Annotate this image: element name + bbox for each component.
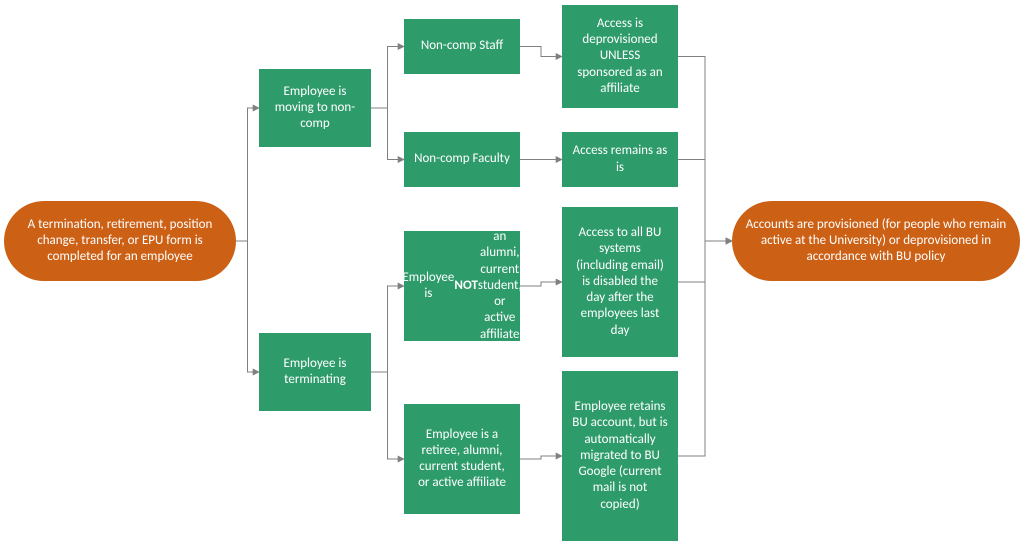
edge-is_retiree-to-retains_google — [520, 456, 562, 459]
node-remains_as_is: Access remains as is — [562, 132, 678, 187]
node-start: A termination, retirement, position chan… — [4, 201, 236, 281]
edge-start-to-moving — [236, 108, 259, 241]
node-is_retiree: Employee is a retiree, alumni, current s… — [404, 404, 520, 514]
edge-moving-to-noncomp_faculty — [371, 108, 404, 160]
node-end: Accounts are provisioned (for people who… — [732, 201, 1020, 281]
node-disabled_day_after: Access to all BU systems (including emai… — [562, 207, 678, 357]
node-noncomp_faculty: Non-comp Faculty — [404, 132, 520, 187]
node-deprov_unless: Access is deprovisioned UNLESS sponsored… — [562, 5, 678, 108]
edge-remains_as_is-to-end — [678, 160, 732, 242]
edge-retains_google-to-end — [678, 241, 732, 456]
edge-not_alumni-to-disabled_day_after — [520, 282, 562, 286]
edge-terminating-to-not_alumni — [371, 286, 404, 372]
node-moving: Employee is moving to non-comp — [259, 69, 371, 147]
node-not_alumni: Employee is NOT an alumni, current stude… — [404, 231, 520, 341]
edge-moving-to-noncomp_staff — [371, 47, 404, 109]
edge-start-to-terminating — [236, 241, 259, 372]
node-retains_google: Employee retains BU account, but is auto… — [562, 371, 678, 541]
edge-deprov_unless-to-end — [678, 57, 732, 242]
edge-terminating-to-is_retiree — [371, 372, 404, 459]
edge-disabled_day_after-to-end — [678, 241, 732, 282]
node-noncomp_staff: Non-comp Staff — [404, 19, 520, 74]
node-terminating: Employee is terminating — [259, 333, 371, 411]
edge-noncomp_staff-to-deprov_unless — [520, 47, 562, 57]
